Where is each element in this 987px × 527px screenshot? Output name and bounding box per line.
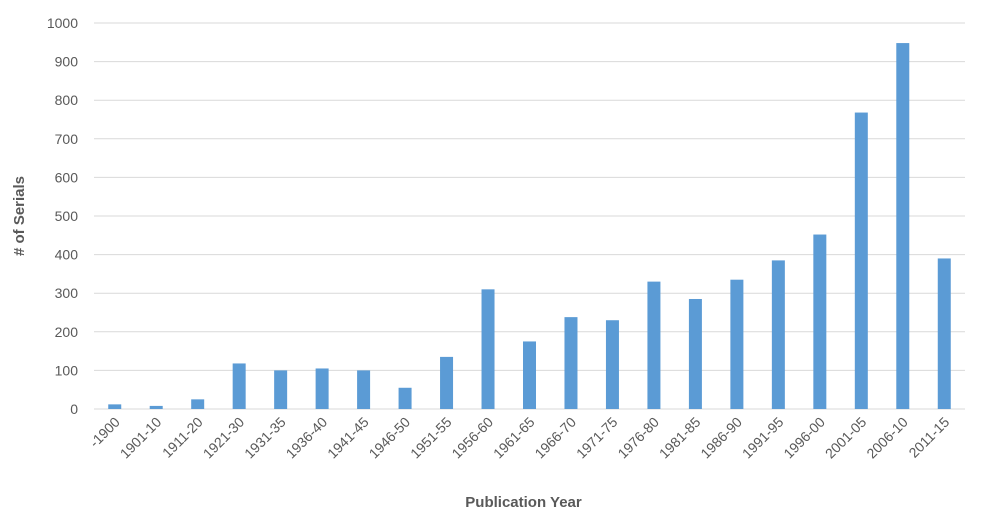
y-tick-label: 600 — [55, 169, 79, 185]
x-tick-label: 1936-40 — [283, 414, 331, 462]
x-tick-label: 1946-50 — [366, 414, 414, 462]
y-axis-title: # of Serials — [11, 176, 28, 256]
bar — [357, 370, 371, 409]
bar — [232, 363, 246, 409]
x-tick-label: 2006-10 — [863, 414, 911, 462]
bar — [398, 387, 412, 409]
bar — [771, 260, 785, 409]
bar — [440, 356, 454, 409]
y-tick-label: 200 — [55, 324, 79, 340]
y-tick-label: 0 — [70, 401, 78, 417]
x-tick-label: 1976-80 — [614, 414, 662, 462]
y-tick-label: 500 — [55, 208, 79, 224]
bar — [813, 234, 827, 409]
bar — [854, 112, 868, 409]
y-tick-label: 700 — [55, 131, 79, 147]
x-tick-label: 1951-55 — [407, 414, 455, 462]
bar — [481, 289, 495, 409]
y-axis-ticks: 0 100 200 300 400 500 600 700 800 900 1000 — [47, 15, 78, 417]
bar — [647, 281, 661, 409]
x-tick-label: 1996-00 — [780, 414, 828, 462]
x-tick-label: 1941-45 — [324, 414, 372, 462]
y-tick-label: 900 — [55, 54, 79, 70]
bar — [564, 317, 578, 409]
x-tick-label: 1966-70 — [531, 414, 579, 462]
bar — [274, 370, 288, 409]
x-tick-label: 1901-10 — [117, 414, 165, 462]
bar — [896, 43, 910, 410]
x-tick-label: 1956-60 — [448, 414, 496, 462]
bar — [688, 298, 702, 409]
x-tick-label: 1931-35 — [241, 414, 289, 462]
x-tick-label: 1971-75 — [573, 414, 621, 462]
bar — [108, 404, 122, 409]
y-tick-label: 100 — [55, 362, 79, 378]
bar — [315, 368, 329, 409]
y-tick-label: 800 — [55, 92, 79, 108]
x-tick-label: 1921-30 — [200, 414, 248, 462]
bar — [191, 399, 205, 409]
y-tick-label: 400 — [55, 247, 79, 263]
bar — [937, 258, 951, 409]
bar — [730, 279, 744, 409]
x-tick-label: 1981-85 — [656, 414, 704, 462]
y-tick-label: 1000 — [47, 15, 78, 31]
x-tick-label: 1911-20 — [159, 414, 206, 461]
x-tick-label: -1900 — [86, 414, 123, 451]
bar — [605, 320, 619, 409]
x-tick-label: 1961-65 — [490, 414, 538, 462]
x-tick-label: 2011-15 — [905, 414, 952, 461]
bars — [108, 43, 951, 410]
bar — [523, 341, 536, 409]
x-axis-ticks: -19001901-101911-201921-301931-351936-40… — [86, 414, 952, 462]
y-tick-label: 300 — [55, 285, 79, 301]
x-tick-label: 2001-05 — [822, 414, 870, 462]
x-tick-label: 1991-95 — [739, 414, 787, 462]
bar — [149, 405, 163, 409]
x-tick-label: 1986-90 — [697, 414, 745, 462]
x-axis-title: Publication Year — [465, 494, 582, 511]
